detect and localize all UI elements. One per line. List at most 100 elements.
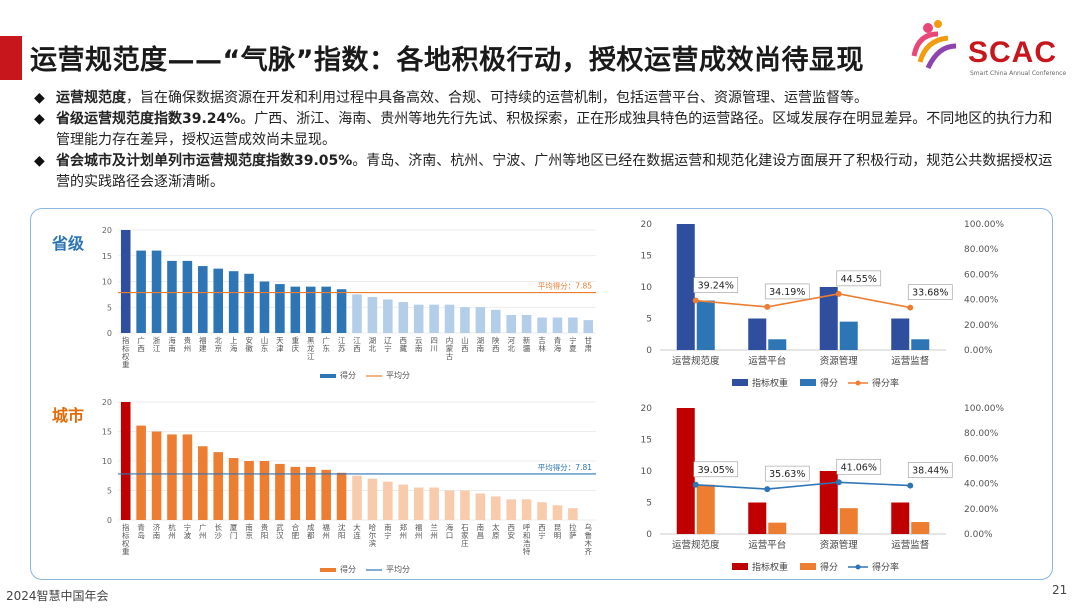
x-tick-label: 四川 (430, 336, 438, 353)
rate-point (835, 479, 842, 486)
bar-score (696, 300, 715, 350)
rate-label-box (764, 465, 810, 482)
y2-tick-label: 60.00% (964, 270, 999, 280)
legend-label: 得分 (820, 561, 838, 573)
bar-weight (891, 502, 910, 534)
bar-weight (676, 224, 695, 350)
bar (259, 461, 270, 520)
y2-tick-label: 80.00% (964, 429, 999, 439)
legend-label: 平均分 (386, 564, 410, 574)
x-tick-label: 西安 (507, 523, 515, 540)
y-tick-label: 10 (641, 467, 653, 477)
rate-label: 38.44% (912, 466, 948, 477)
logo-subtitle: Smart China Annual Conference (970, 70, 1067, 77)
bar-weight (676, 408, 695, 534)
x-tick-label: 青海 (554, 335, 562, 353)
legend-swatch-score (320, 568, 336, 572)
legend-label: 得分 (340, 564, 356, 574)
rate-point (692, 481, 699, 488)
x-tick-label: 贵阳 (261, 522, 269, 540)
y-tick-label: 15 (102, 252, 112, 261)
rate-label-box (693, 461, 739, 478)
x-tick-label: 江苏 (338, 336, 346, 353)
x-tick-label: 指标权重 (122, 335, 130, 369)
bar-score (696, 484, 715, 534)
rate-point (764, 486, 771, 493)
bar (429, 304, 439, 333)
province-combo-chart: 0 5 10 15 20 0.00% 20.00% 40.00% 60.00% 80.00% 100… (641, 220, 1005, 389)
y-tick-label: 10 (102, 278, 112, 287)
bar (321, 286, 331, 333)
bar (537, 317, 547, 333)
rate-point (907, 482, 914, 489)
legend-swatch-score (800, 379, 816, 386)
bar (290, 466, 301, 520)
y-tick-label: 10 (102, 457, 112, 466)
x-tick-label: 武汉 (276, 522, 284, 540)
bar (413, 487, 424, 520)
legend-swatch-weight (732, 379, 748, 386)
x-tick-label: 南京 (245, 522, 253, 540)
x-tick-label: 厦门 (230, 523, 238, 540)
bar (182, 260, 193, 333)
bullet-bold: 运营规范度 (56, 90, 126, 106)
legend-marker-rate (855, 380, 861, 386)
bar (444, 490, 455, 520)
x-tick-label: 重庆 (292, 336, 300, 353)
legend-swatch-weight (732, 563, 748, 570)
bar-score (839, 321, 858, 350)
y2-tick-label: 0.00% (964, 346, 993, 356)
x-tick-label: 山西 (461, 335, 469, 353)
y-tick-label: 20 (641, 404, 653, 414)
bullet-text: ，旨在确保数据资源在开发和利用过程中具备高效、合规、可持续的运营机制，包括运营平… (126, 90, 868, 106)
bar (198, 266, 208, 333)
rate-line (695, 481, 911, 490)
province-bar-chart: 05101520指标权重广西浙江海南贵州福建北京上海安徽山东天津重庆黑龙江广东江… (102, 226, 596, 380)
bar (429, 487, 439, 520)
logo-text: SCAC (968, 36, 1058, 69)
bar (336, 472, 347, 520)
bar (568, 317, 578, 333)
bar (213, 452, 224, 520)
x-tick-label: 运营规范度 (672, 539, 720, 551)
x-tick-label: 广西 (137, 335, 145, 353)
y2-tick-label: 40.00% (964, 480, 999, 490)
y-tick-label: 0 (107, 329, 112, 338)
rate-point (692, 297, 699, 304)
bar (490, 496, 501, 520)
x-tick-label: 南昌 (477, 522, 485, 540)
rate-point (835, 290, 842, 297)
rate-label: 39.24% (698, 281, 734, 292)
x-tick-label: 海口 (446, 522, 454, 540)
bar (568, 508, 578, 520)
page-title: 运营规范度——“气脉”指数：各地积极行动，授权运营成效尚待显现 (30, 45, 864, 76)
y-tick-label: 5 (107, 303, 112, 312)
bar (167, 434, 177, 520)
x-tick-label: 兰州 (430, 522, 438, 540)
x-tick-label: 杭州 (168, 522, 176, 540)
bar (398, 302, 409, 333)
x-tick-label: 广州 (199, 522, 207, 540)
bar (352, 475, 362, 520)
bar (521, 314, 532, 333)
x-tick-label: 甘肃 (585, 335, 593, 353)
bar-score (768, 339, 787, 350)
rate-label: 35.63% (769, 469, 805, 480)
x-tick-label: 陕西 (492, 335, 500, 353)
x-tick-label: 指标权重 (122, 522, 130, 556)
bar (305, 286, 316, 333)
x-tick-label: 西藏 (400, 336, 408, 353)
x-tick-label: 长沙 (214, 522, 222, 540)
bar (506, 499, 516, 520)
bar (383, 481, 393, 520)
x-tick-label: 哈尔滨 (369, 522, 377, 548)
bar (537, 502, 547, 520)
y-tick-label: 20 (102, 398, 112, 407)
y-tick-label: 20 (641, 220, 653, 230)
y2-tick-label: 60.00% (964, 454, 999, 464)
y-tick-label: 0 (646, 346, 652, 356)
y2-tick-label: 20.00% (964, 321, 999, 331)
bullet-item: ◆ 运营规范度，旨在确保数据资源在开发和利用过程中具备高效、合规、可持续的运营机… (34, 88, 1054, 109)
bar (552, 317, 563, 333)
